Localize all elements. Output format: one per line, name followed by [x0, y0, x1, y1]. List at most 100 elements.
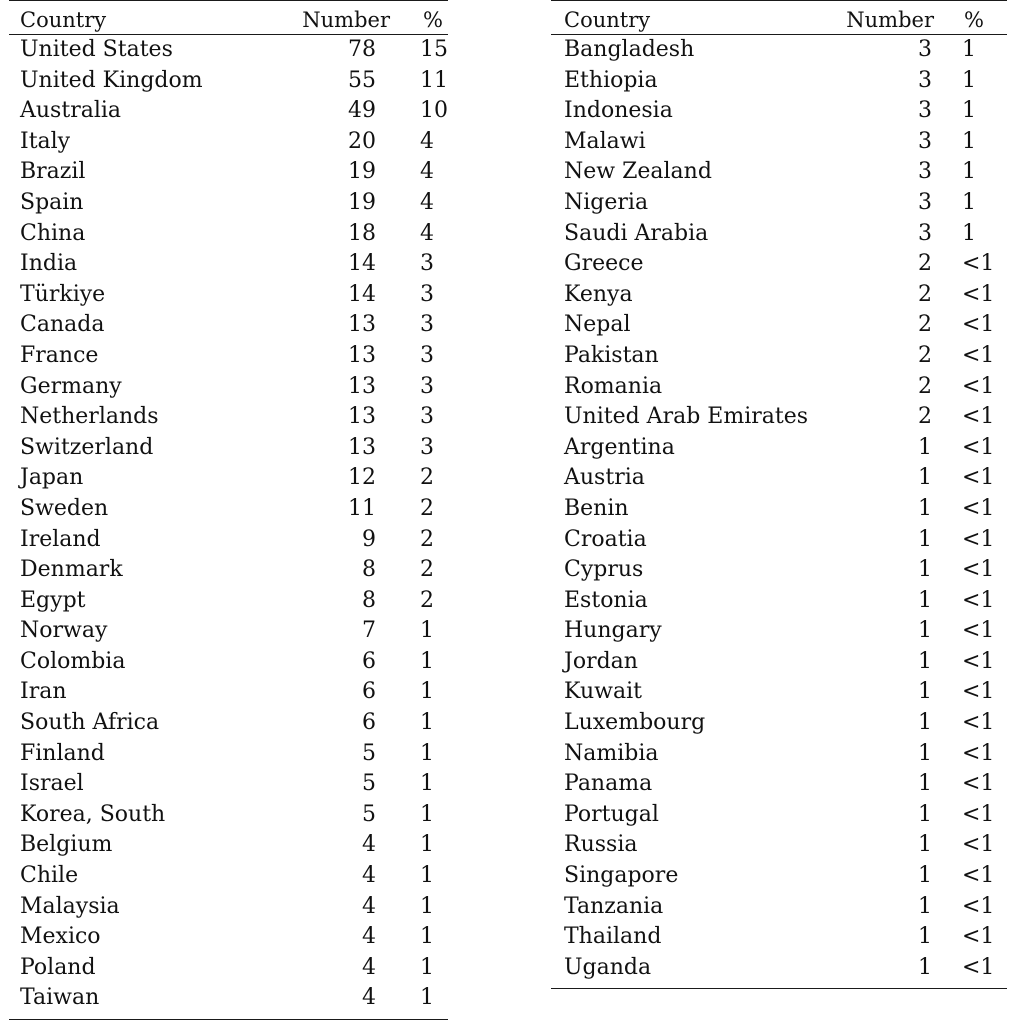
- cell-percent: <1: [962, 832, 995, 858]
- cell-percent: 1: [420, 648, 434, 674]
- table-row: Nigeria 3 1: [551, 188, 1007, 219]
- cell-percent: 1: [420, 740, 434, 766]
- table-row: Sweden 11 2: [9, 494, 448, 525]
- table-row: New Zealand 3 1: [551, 157, 1007, 188]
- country-table-right: Country Number % Bangladesh 3 1 Ethiopia 3 1 I…: [551, 0, 1007, 989]
- cell-percent: 1: [420, 893, 434, 919]
- table-row: Cyprus 1 <1: [551, 555, 1007, 586]
- cell-number: 3: [918, 37, 932, 62]
- cell-country: Netherlands: [20, 404, 159, 430]
- cell-percent: <1: [962, 648, 995, 674]
- table-row: Uganda 1 <1: [551, 953, 1007, 984]
- cell-number: 2: [918, 373, 932, 399]
- cell-percent: 1: [962, 189, 976, 215]
- table-row: Denmark 8 2: [9, 555, 448, 586]
- table-row: Ireland 9 2: [9, 525, 448, 556]
- cell-percent: <1: [962, 863, 995, 889]
- table-row: Singapore 1 <1: [551, 861, 1007, 892]
- cell-number: 1: [918, 710, 932, 736]
- table-row: Panama 1 <1: [551, 769, 1007, 800]
- country-table-left: Country Number % United States 78 15 United…: [9, 0, 448, 1020]
- cell-percent: <1: [962, 495, 995, 521]
- cell-percent: <1: [962, 954, 995, 980]
- cell-country: Estonia: [564, 587, 648, 613]
- cell-number: 5: [362, 771, 376, 797]
- table-row: Namibia 1 <1: [551, 739, 1007, 770]
- cell-percent: 3: [420, 434, 434, 460]
- cell-number: 55: [348, 67, 376, 93]
- table-row: Germany 13 3: [9, 372, 448, 403]
- cell-percent: 2: [420, 587, 434, 613]
- cell-country: Portugal: [564, 801, 659, 827]
- cell-number: 5: [362, 740, 376, 766]
- cell-number: 6: [362, 679, 376, 705]
- cell-country: Egypt: [20, 587, 86, 613]
- table-row: Thailand 1 <1: [551, 922, 1007, 953]
- cell-country: Benin: [564, 495, 629, 521]
- cell-number: 19: [348, 159, 376, 185]
- cell-number: 13: [348, 434, 376, 460]
- cell-percent: 4: [420, 159, 434, 185]
- cell-number: 1: [918, 771, 932, 797]
- cell-country: Italy: [20, 128, 71, 154]
- cell-number: 1: [918, 740, 932, 766]
- cell-number: 11: [348, 495, 376, 521]
- cell-country: Ethiopia: [564, 67, 658, 93]
- table-row: Taiwan 4 1: [9, 983, 448, 1014]
- cell-number: 13: [348, 312, 376, 338]
- cell-country: Hungary: [564, 618, 662, 644]
- cell-percent: 1: [420, 679, 434, 705]
- header-number: Number: [302, 8, 390, 32]
- table-row: United Kingdom 55 11: [9, 66, 448, 97]
- table-row: Türkiye 14 3: [9, 280, 448, 311]
- table-row: India 14 3: [9, 249, 448, 280]
- cell-percent: 1: [420, 985, 434, 1011]
- cell-percent: 3: [420, 312, 434, 338]
- cell-country: Ireland: [20, 526, 101, 552]
- cell-country: Malawi: [564, 128, 646, 154]
- cell-number: 4: [362, 985, 376, 1011]
- table-row: Italy 20 4: [9, 127, 448, 158]
- cell-percent: 1: [420, 771, 434, 797]
- cell-percent: 1: [420, 863, 434, 889]
- table-row: Poland 4 1: [9, 953, 448, 984]
- cell-country: United Kingdom: [20, 67, 203, 93]
- cell-percent: <1: [962, 618, 995, 644]
- cell-percent: 10: [420, 98, 448, 124]
- cell-number: 6: [362, 648, 376, 674]
- cell-percent: <1: [962, 924, 995, 950]
- cell-country: Israel: [20, 771, 84, 797]
- table-row: Chile 4 1: [9, 861, 448, 892]
- table-row: Finland 5 1: [9, 739, 448, 770]
- table-row: Tanzania 1 <1: [551, 892, 1007, 923]
- table-row: Mexico 4 1: [9, 922, 448, 953]
- cell-country: Romania: [564, 373, 663, 399]
- cell-number: 12: [348, 465, 376, 491]
- table-row: Pakistan 2 <1: [551, 341, 1007, 372]
- cell-number: 1: [918, 801, 932, 827]
- table-row: Malawi 3 1: [551, 127, 1007, 158]
- header-country: Country: [20, 8, 107, 32]
- cell-percent: 2: [420, 465, 434, 491]
- cell-number: 7: [362, 618, 376, 644]
- cell-country: New Zealand: [564, 159, 712, 185]
- cell-number: 19: [348, 189, 376, 215]
- table-row: Russia 1 <1: [551, 830, 1007, 861]
- cell-number: 3: [918, 67, 932, 93]
- header-country: Country: [564, 8, 651, 32]
- cell-percent: 11: [420, 67, 448, 93]
- table-row: Iran 6 1: [9, 677, 448, 708]
- table-row: Australia 49 10: [9, 96, 448, 127]
- cell-percent: <1: [962, 251, 995, 277]
- table-body: United States 78 15 United Kingdom 55 11 Austr…: [9, 35, 448, 1014]
- table-row: United States 78 15: [9, 35, 448, 66]
- cell-country: Finland: [20, 740, 105, 766]
- cell-percent: <1: [962, 801, 995, 827]
- table-row: Spain 19 4: [9, 188, 448, 219]
- cell-percent: <1: [962, 404, 995, 430]
- cell-number: 1: [918, 863, 932, 889]
- cell-country: Austria: [564, 465, 645, 491]
- cell-number: 13: [348, 373, 376, 399]
- cell-country: Jordan: [564, 648, 638, 674]
- cell-country: Namibia: [564, 740, 659, 766]
